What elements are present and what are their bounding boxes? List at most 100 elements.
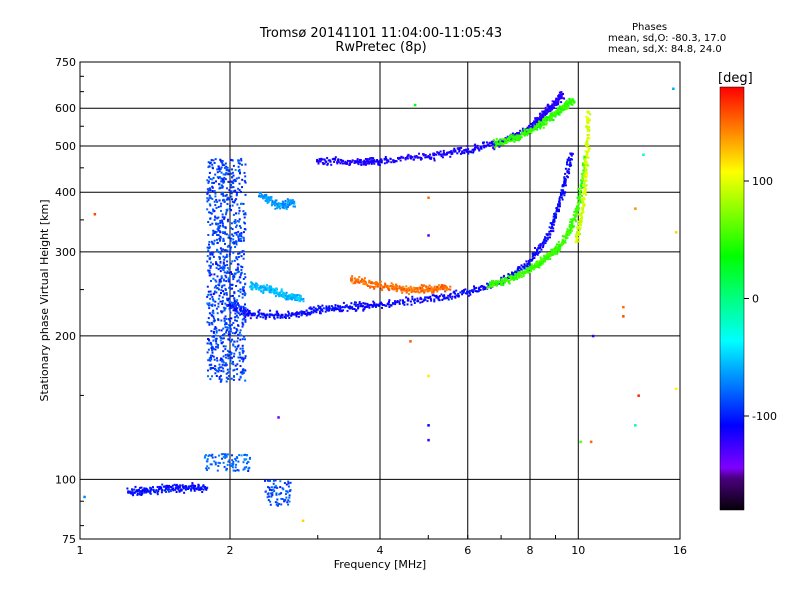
data-point — [568, 225, 571, 228]
data-point — [539, 250, 541, 253]
data-point — [234, 246, 237, 248]
data-point — [536, 253, 539, 256]
data-point — [221, 300, 224, 302]
data-point — [222, 361, 225, 364]
data-point — [262, 316, 265, 319]
data-point — [219, 221, 222, 224]
data-point — [250, 281, 253, 284]
data-point — [278, 291, 281, 294]
data-point — [243, 307, 245, 310]
data-point — [400, 155, 403, 158]
data-point — [239, 308, 242, 311]
data-point — [423, 298, 426, 301]
data-point — [363, 306, 366, 309]
data-point — [218, 369, 221, 371]
data-point — [219, 247, 222, 250]
data-point — [225, 255, 228, 258]
data-point — [316, 158, 319, 161]
data-point — [214, 365, 217, 368]
data-point — [221, 161, 224, 164]
data-point — [468, 150, 471, 153]
data-point — [519, 138, 521, 140]
data-point — [236, 329, 239, 332]
data-point — [237, 268, 239, 271]
data-point — [236, 368, 239, 371]
data-point — [289, 297, 292, 300]
data-point — [291, 293, 294, 296]
data-point — [557, 112, 560, 115]
data-point — [224, 173, 227, 176]
data-point — [433, 289, 436, 292]
data-point — [240, 313, 243, 315]
data-point — [559, 245, 562, 248]
data-point — [233, 241, 236, 244]
data-point — [217, 370, 220, 373]
data-point — [235, 459, 238, 462]
data-point — [230, 262, 233, 265]
data-point — [222, 461, 225, 464]
data-point — [495, 280, 498, 282]
data-point — [208, 364, 211, 367]
data-point — [572, 213, 575, 216]
data-point — [215, 291, 218, 294]
data-point — [234, 304, 237, 307]
data-point — [525, 269, 528, 272]
data-point — [263, 196, 266, 199]
data-point — [349, 163, 351, 166]
data-point — [231, 459, 234, 462]
data-point — [476, 290, 479, 293]
data-point — [226, 297, 229, 300]
data-point — [556, 210, 559, 213]
data-point — [433, 285, 436, 288]
data-point — [232, 302, 235, 305]
data-point — [367, 160, 370, 163]
data-point — [579, 220, 582, 223]
data-point — [539, 246, 542, 249]
data-point — [212, 299, 215, 302]
data-point — [225, 280, 228, 283]
data-point — [562, 109, 565, 112]
data-point — [583, 162, 586, 165]
data-point — [226, 166, 229, 169]
data-point — [427, 155, 430, 157]
data-point — [450, 297, 453, 300]
data-point — [251, 314, 254, 317]
data-point — [539, 256, 542, 259]
data-point — [409, 285, 412, 288]
data-point — [207, 369, 209, 372]
data-point — [552, 119, 555, 121]
data-point — [211, 253, 214, 256]
data-point — [429, 153, 432, 156]
data-point — [225, 172, 228, 175]
data-point — [540, 263, 543, 266]
data-point — [259, 315, 262, 318]
colorbar-tick-label: 0 — [752, 293, 759, 306]
data-point — [241, 372, 244, 375]
data-point — [301, 312, 304, 315]
data-point — [297, 311, 300, 314]
data-point — [256, 314, 259, 317]
data-point — [489, 282, 492, 285]
data-point — [369, 286, 372, 289]
data-point — [229, 303, 232, 306]
data-point — [302, 312, 305, 315]
data-point — [183, 491, 186, 494]
data-point — [210, 354, 212, 357]
data-point — [208, 322, 211, 324]
data-point — [342, 301, 345, 304]
data-point — [565, 236, 568, 238]
data-point — [348, 160, 351, 162]
data-point — [512, 138, 515, 141]
data-point — [286, 490, 288, 493]
data-point — [350, 280, 353, 283]
data-point — [207, 188, 210, 191]
data-point — [456, 147, 459, 150]
data-point — [213, 286, 216, 289]
data-point — [284, 314, 287, 317]
data-point — [233, 201, 236, 204]
data-point — [287, 314, 290, 317]
data-point — [223, 164, 226, 167]
data-point — [520, 132, 523, 135]
data-point — [487, 144, 490, 147]
data-point — [409, 289, 412, 292]
